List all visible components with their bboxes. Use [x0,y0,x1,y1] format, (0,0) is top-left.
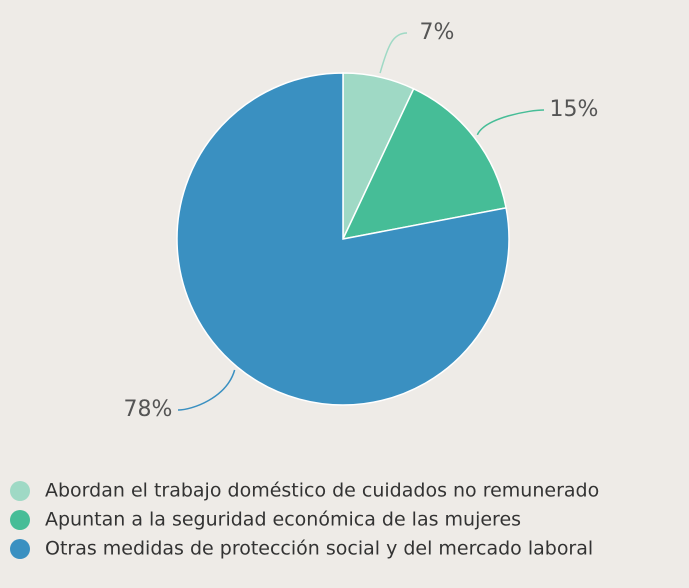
pie-slice [176,72,510,406]
legend-swatch [10,510,30,530]
legend-label: Otras medidas de protección social y del… [45,538,593,560]
leader-line [177,369,236,411]
value-label: 15% [550,97,599,122]
legend-swatch [10,481,30,501]
pie-slice [341,87,507,241]
legend-swatch [10,539,30,559]
leader-line [476,109,545,136]
leader-line [379,32,408,74]
value-label: 7% [420,20,455,45]
value-label: 78% [124,397,173,422]
legend-label: Apuntan a la seguridad económica de las … [45,509,521,531]
legend-label: Abordan el trabajo doméstico de cuidados… [45,480,599,502]
